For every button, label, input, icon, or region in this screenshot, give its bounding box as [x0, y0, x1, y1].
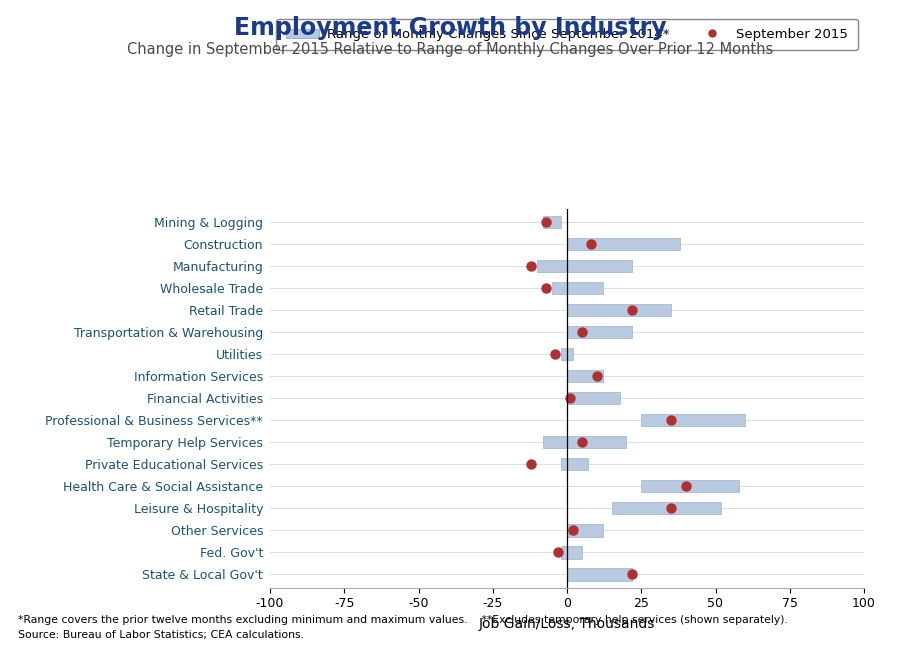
Bar: [561, 458, 588, 470]
Text: *Range covers the prior twelve months excluding minimum and maximum values.    *: *Range covers the prior twelve months ex…: [18, 615, 788, 625]
Bar: [612, 502, 722, 515]
Bar: [552, 282, 603, 295]
Bar: [567, 304, 671, 316]
Bar: [537, 260, 633, 272]
Bar: [567, 524, 603, 537]
Bar: [567, 568, 633, 581]
Legend: Range of Monthly Changes Since September 2014*, September 2015: Range of Monthly Changes Since September…: [276, 19, 858, 50]
Text: Employment Growth by Industry: Employment Growth by Industry: [234, 16, 666, 40]
Bar: [544, 216, 561, 229]
Bar: [641, 481, 739, 492]
Text: Source: Bureau of Labor Statistics; CEA calculations.: Source: Bureau of Labor Statistics; CEA …: [18, 630, 304, 640]
Bar: [567, 392, 620, 404]
X-axis label: Job Gain/Loss, Thousands: Job Gain/Loss, Thousands: [479, 617, 655, 631]
Text: Change in September 2015 Relative to Range of Monthly Changes Over Prior 12 Mont: Change in September 2015 Relative to Ran…: [127, 42, 773, 57]
Bar: [641, 414, 745, 426]
Bar: [561, 348, 573, 360]
Bar: [567, 326, 633, 338]
Bar: [544, 436, 626, 449]
Bar: [561, 547, 581, 558]
Bar: [567, 370, 603, 383]
Bar: [567, 238, 680, 250]
